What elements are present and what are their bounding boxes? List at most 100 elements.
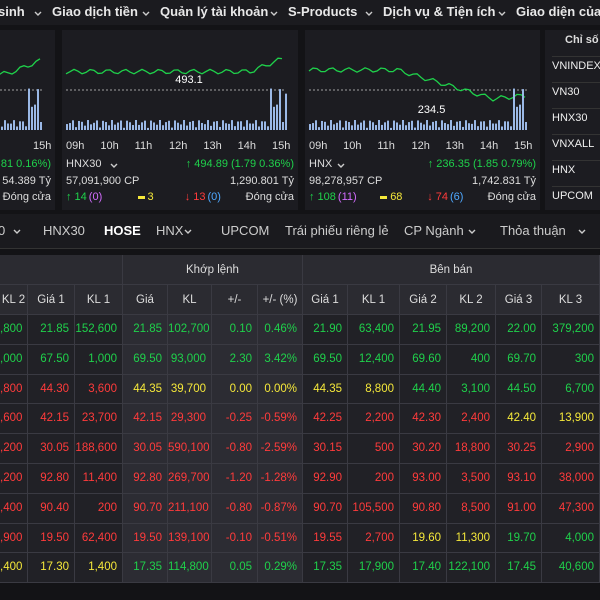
volume-bar: [31, 106, 33, 130]
ceiling: (11): [337, 191, 357, 203]
nav-item[interactable]: S-Products: [288, 4, 358, 19]
volume-bar: [177, 122, 179, 130]
volume-bar: [339, 120, 341, 130]
price-cell: 17.35: [123, 553, 168, 584]
market-tab[interactable]: Trái phiếu riêng lẻ: [285, 223, 389, 238]
column-header: Giá 1: [28, 285, 75, 315]
mini-chart: [308, 67, 528, 130]
price-cell: 30.25: [496, 434, 542, 464]
floor: (0): [207, 191, 221, 203]
index-item[interactable]: VNXALL: [552, 134, 600, 150]
nav-item[interactable]: sinh: [0, 4, 25, 19]
price-cell: 2,400: [447, 404, 496, 435]
ceiling: (0): [88, 191, 103, 203]
caret-path: [142, 11, 150, 16]
market-status: Đóng cửa: [487, 191, 536, 203]
volume-bar: [489, 120, 491, 130]
index-item[interactable]: VNINDEX: [552, 56, 600, 72]
volume-bar: [279, 89, 281, 130]
advancers: ↑ 108: [309, 191, 336, 203]
index-panel: 15h 81 0.16%) 54.389 Tỷ Đóng cửa: [0, 30, 55, 210]
volume-bar: [165, 122, 167, 130]
volume-bar: [117, 122, 119, 130]
volume-bar: [108, 125, 110, 130]
price-cell: 8,800: [348, 374, 400, 405]
volume-bar: [195, 127, 197, 130]
volume-bar: [474, 120, 476, 130]
price-cell: 42.40: [496, 404, 542, 435]
market-tab[interactable]: Thỏa thuận: [500, 223, 566, 238]
column-header: Giá 1: [303, 285, 348, 315]
volume-bar: [228, 123, 230, 130]
volume-bar: [525, 122, 527, 130]
price-cell: 19.50: [123, 523, 168, 554]
price-cell: 42.25: [303, 404, 348, 435]
volume-bar: [261, 121, 263, 130]
price-cell: 200: [75, 493, 123, 524]
price-cell: 105,500: [348, 493, 400, 524]
market-tab[interactable]: HOSE: [104, 223, 141, 238]
volume-bar: [411, 120, 413, 130]
market-tab[interactable]: 0: [0, 223, 6, 238]
volume-bar: [426, 120, 428, 130]
index-item[interactable]: HNX30: [552, 108, 600, 124]
nav-item[interactable]: Giao diện của N: [516, 4, 600, 19]
volume-bar: [189, 121, 191, 130]
price-cell: 42.15: [28, 404, 75, 435]
volume-bar: [25, 126, 27, 130]
volume-bar: [37, 89, 39, 130]
volume-bar: [123, 127, 125, 130]
index-panel: 493.1 09h 10h 11h 12h 13h 14h 15h HNX30 ↑ 494.89 …: [62, 30, 298, 210]
nav-item[interactable]: Quản lý tài khoản: [160, 4, 269, 19]
price-cell: 0.05: [212, 553, 258, 584]
volume-bar: [66, 124, 68, 130]
volume-bar: [174, 120, 176, 130]
time-label: 09h: [66, 140, 85, 152]
price-cell: 89,200: [447, 315, 496, 345]
nav-item[interactable]: Giao dịch tiền: [52, 4, 138, 19]
price-cell: 30.20: [400, 434, 447, 464]
caret-path: [270, 11, 278, 16]
volume-bar: [513, 88, 515, 130]
market-tab[interactable]: HNX30: [43, 223, 85, 238]
volume-bar: [432, 121, 434, 130]
market-tab[interactable]: CP Ngành: [404, 223, 464, 238]
caret-path: [578, 229, 586, 234]
index-item[interactable]: VN30: [552, 82, 600, 98]
price-cell: 102,700: [168, 315, 212, 345]
index-item[interactable]: HNX: [552, 160, 600, 176]
volume-bar: [504, 121, 506, 130]
caret: [142, 11, 150, 16]
price-cell: 11,400: [75, 464, 123, 494]
volume-bar: [438, 127, 440, 130]
price-cell: 17,900: [348, 553, 400, 584]
unchanged-icon: [137, 195, 145, 199]
index-item[interactable]: UPCOM: [552, 186, 600, 202]
volume-bar: [34, 104, 36, 130]
price-cell: 21.90: [303, 315, 348, 345]
price-cell: 40,600: [542, 553, 600, 584]
price-cell: ,400: [0, 493, 28, 524]
volume-bar: [102, 120, 104, 130]
volume-bar: [252, 123, 254, 130]
volume-bar: [153, 122, 155, 130]
price-cell: -1.28%: [258, 464, 303, 494]
unchanged-count: 3: [147, 191, 154, 203]
volume: 98,278,957 CP: [309, 175, 383, 187]
market-tab[interactable]: UPCOM: [221, 223, 270, 238]
mini-chart: [65, 57, 287, 130]
market-tab[interactable]: HNX: [156, 223, 184, 238]
price-cell: 19.55: [303, 523, 348, 554]
price-cell: ,900: [0, 523, 28, 554]
volume-bar: [120, 120, 122, 130]
volume-bar: [171, 127, 173, 130]
volume-bar: [201, 122, 203, 130]
breadth: ↑ 14 (0): [66, 191, 102, 203]
volume-bar: [423, 124, 425, 130]
price-cell: 17.45: [496, 553, 542, 584]
volume-bar: [456, 121, 458, 130]
market-status: Đóng cửa: [2, 191, 51, 203]
decliners: ↓ 13 (0): [185, 191, 221, 203]
time-label: 14h: [479, 140, 499, 152]
nav-item[interactable]: Dịch vụ & Tiện ích: [383, 4, 496, 19]
